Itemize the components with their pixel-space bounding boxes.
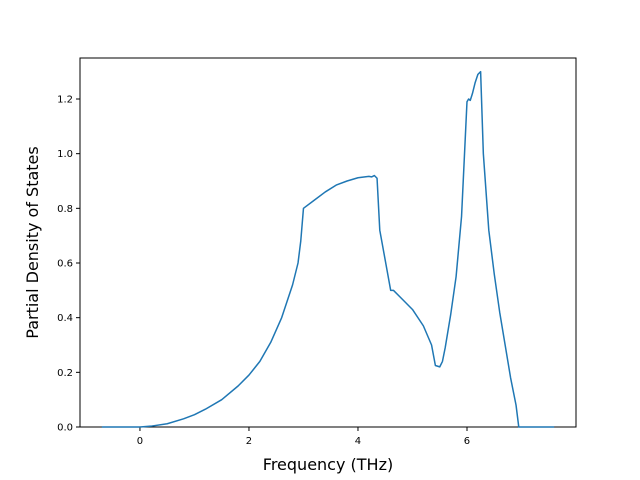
axes-frame	[79, 57, 577, 428]
plot-area: 0 2 4 6 0.0 0.2 0.4 0.6 0.8 1.0 1.2	[57, 57, 577, 447]
y-tick-label: 1.2	[57, 95, 73, 106]
y-tick-label: 0.2	[57, 368, 73, 379]
pdos-series-line	[101, 70, 555, 428]
x-tick-label: 6	[464, 436, 470, 447]
y-tick-label: 0.8	[57, 204, 73, 215]
x-tick-label: 0	[137, 436, 143, 447]
y-tick-label: 0.4	[57, 313, 73, 324]
y-tick-label: 0.6	[57, 259, 73, 270]
y-axis-label: Partial Density of States	[23, 146, 42, 338]
x-axis-label: Frequency (THz)	[263, 455, 393, 474]
y-axis-ticks: 0.0 0.2 0.4 0.6 0.8 1.0 1.2	[57, 95, 80, 434]
x-tick-label: 4	[355, 436, 361, 447]
y-tick-label: 1.0	[57, 149, 73, 160]
x-axis-ticks: 0 2 4 6	[137, 427, 470, 447]
x-tick-label: 2	[246, 436, 252, 447]
y-tick-label: 0.0	[57, 423, 73, 434]
